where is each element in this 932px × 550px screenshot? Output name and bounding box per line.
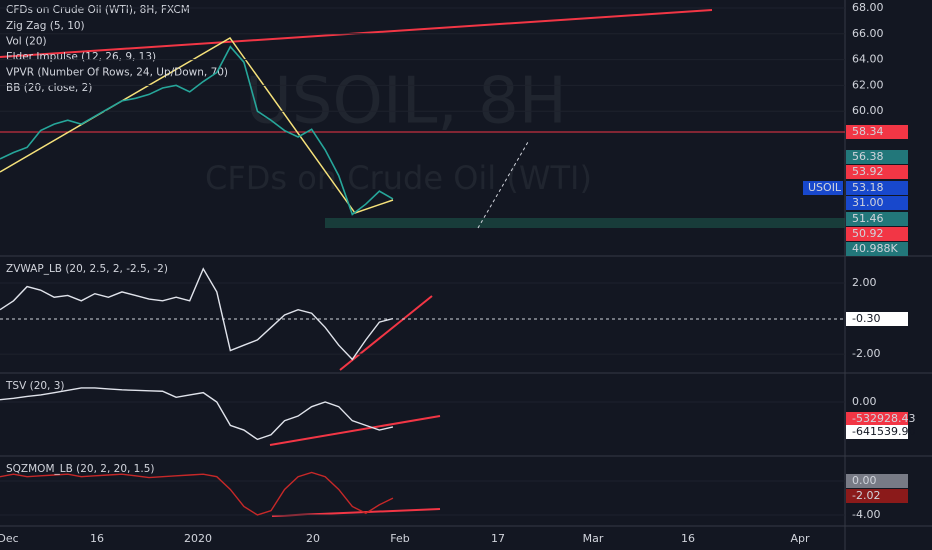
y-tick-label: -4.00: [852, 508, 880, 521]
x-axis-label: 2020: [184, 532, 212, 545]
price-tag-label: 53.92: [852, 165, 884, 178]
y-tick-label: 60.00: [852, 104, 884, 117]
price-tag: [846, 412, 908, 426]
price-tag-label: -532928.43: [852, 412, 915, 425]
price-tag: [846, 489, 908, 503]
y-tick-label: 0.00: [852, 395, 877, 408]
price-tag: [846, 125, 908, 139]
price-tag: [846, 165, 908, 179]
price-tag-label: 58.34: [852, 125, 884, 138]
price-tag-label: 53.18: [852, 181, 884, 194]
price-tag-label: -2.02: [852, 489, 880, 502]
arrow-projection: [477, 141, 529, 229]
indicator-label: Vol (20): [6, 36, 47, 48]
price-tag: [846, 312, 908, 326]
y-tick-label: -2.00: [852, 347, 880, 360]
y-tick-label: 66.00: [852, 27, 884, 40]
price-tag: [846, 150, 908, 164]
price-tag-label: 56.38: [852, 150, 884, 163]
price-tag-label: 50.92: [852, 227, 884, 240]
x-axis-label: Apr: [790, 532, 810, 545]
chart-title: CFDs on Crude Oil (WTI), 8H, FXCM: [6, 4, 190, 16]
price-tag: [846, 425, 908, 439]
price-tag-label: 51.46: [852, 212, 884, 225]
price-tag: [846, 181, 908, 195]
pane-label: SQZMOM_LB (20, 2, 20, 1.5): [6, 463, 154, 475]
price-tag: [846, 196, 908, 210]
indicator-label: BB (20, close, 2): [6, 82, 92, 94]
x-axis-label: 16: [681, 532, 695, 545]
series-line: [0, 471, 394, 516]
price-tag: [846, 227, 908, 241]
watermark-name: CFDs on Crude Oil (WTI): [205, 159, 592, 197]
watermark-symbol: USOIL, 8H: [245, 65, 567, 139]
price-tag: [846, 242, 908, 256]
indicator-label: Elder Impulse (12, 26, 9, 13): [6, 51, 156, 63]
series-line: [0, 45, 394, 216]
price-tag-label: 40.988K: [852, 242, 898, 255]
x-axis-label: 17: [491, 532, 505, 545]
price-tag: [846, 212, 908, 226]
divergence-line: [339, 295, 433, 371]
indicator-label: VPVR (Number Of Rows, 24, Up/Down, 70): [6, 67, 228, 79]
price-tag-label: 31.00: [852, 196, 884, 209]
pane-label: ZVWAP_LB (20, 2.5, 2, -2.5, -2): [6, 263, 168, 275]
series-line: [0, 267, 394, 361]
series-line: [0, 387, 394, 441]
y-tick-label: 64.00: [852, 53, 884, 66]
zone: [325, 218, 845, 228]
symbol-tag: [803, 181, 843, 195]
divergence-line: [269, 415, 441, 446]
price-tag: [846, 474, 908, 488]
price-tag-label: 0.00: [852, 474, 877, 487]
price-tag-label: -0.30: [852, 312, 880, 325]
x-axis-label: Mar: [583, 532, 604, 545]
x-axis-label: Feb: [390, 532, 409, 545]
x-axis-label: 20: [306, 532, 320, 545]
pane-label: TSV (20, 3): [5, 380, 65, 392]
indicator-label: Zig Zag (5, 10): [6, 20, 85, 32]
y-tick-label: 62.00: [852, 78, 884, 91]
symbol-tag-label: USOIL: [808, 181, 842, 194]
price-tag-label: -641539.90: [852, 425, 915, 438]
y-tick-label: 68.00: [852, 1, 884, 14]
x-axis-label: 16: [90, 532, 104, 545]
x-axis-label: Dec: [0, 532, 19, 545]
y-tick-label: 2.00: [852, 276, 877, 289]
